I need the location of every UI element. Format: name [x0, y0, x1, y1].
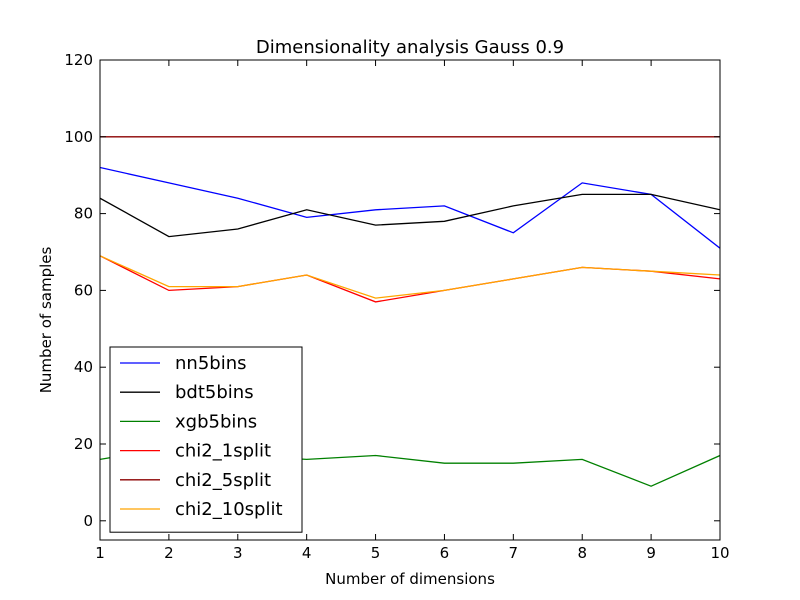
x-axis-label: Number of dimensions: [325, 570, 495, 588]
y-tick-label: 80: [74, 205, 93, 223]
y-tick-label: 120: [64, 51, 93, 69]
x-tick-label: 4: [302, 544, 312, 562]
x-tick-label: 8: [577, 544, 587, 562]
legend-label: bdt5bins: [175, 382, 254, 403]
y-tick-label: 20: [74, 435, 93, 453]
legend-box: [109, 346, 303, 533]
legend: nn5bins bdt5bins xgb5bins chi2_1split chi2_5…: [109, 346, 303, 533]
x-tick-label: 2: [164, 544, 174, 562]
series-line-chi2-1split: [100, 255, 720, 303]
x-tick-label: 7: [509, 544, 519, 562]
legend-label: xgb5bins: [175, 411, 257, 432]
x-tick-label: 6: [440, 544, 450, 562]
legend-label: chi2_1split: [175, 441, 271, 462]
legend-label: nn5bins: [175, 353, 246, 374]
y-tick-label: 40: [74, 358, 93, 376]
x-tick-label: 9: [646, 544, 656, 562]
y-tick-label: 100: [64, 128, 93, 146]
x-tick-label: 5: [371, 544, 381, 562]
chart-title: Dimensionality analysis Gauss 0.9: [256, 37, 564, 58]
plot-frame: [99, 59, 721, 541]
series-line-chi2-10split: [100, 255, 720, 299]
y-tick-label: 60: [74, 281, 93, 299]
legend-label: chi2_10split: [175, 499, 283, 520]
series-line-bdt5bins: [100, 193, 720, 238]
y-axis-label: Number of samples: [37, 247, 55, 394]
y-tick-label: 0: [83, 512, 93, 530]
series-line-nn5bins: [100, 166, 720, 249]
x-tick-label: 3: [233, 544, 243, 562]
x-tick-label: 1: [95, 544, 105, 562]
legend-label: chi2_5split: [175, 470, 271, 491]
x-tick-label: 10: [710, 544, 729, 562]
